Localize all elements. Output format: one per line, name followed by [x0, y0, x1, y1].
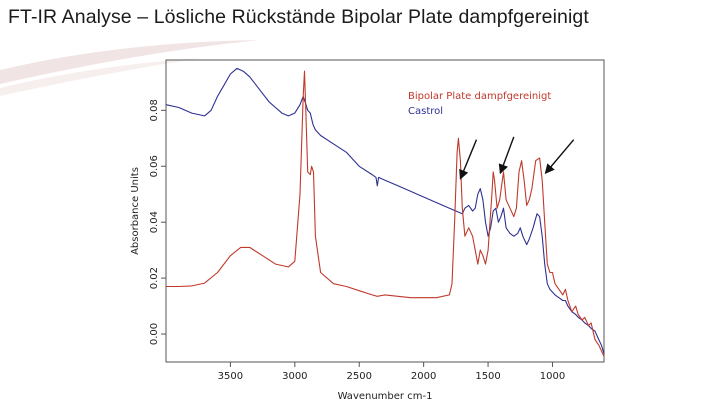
series-line-bipolar-plate-dampfgereinigt — [166, 70, 605, 357]
annotation-arrow-3 — [544, 139, 575, 174]
x-tick-label-3500: 3500 — [218, 371, 243, 382]
y-tick-label-3: 0.06 — [149, 155, 160, 177]
y-tick-label-2: 0.04 — [149, 211, 160, 233]
legend-entry-castrol: Castrol — [408, 106, 443, 117]
plot-frame — [165, 59, 605, 363]
x-tick-label-1000: 1000 — [540, 371, 565, 382]
legend-entry-bipolar-plate-dampfgereinigt: Bipolar Plate dampfgereinigt — [408, 91, 551, 102]
y-axis: 0.00 0.02 0.04 0.06 0.08 — [149, 99, 166, 345]
y-tick-label-1: 0.02 — [149, 267, 160, 289]
legend: Bipolar Plate dampfgereinigt Castrol — [408, 91, 551, 117]
y-tick-label-0: 0.00 — [149, 323, 160, 345]
annotation-layer — [459, 136, 575, 180]
x-tick-label-2000: 2000 — [411, 371, 436, 382]
x-axis: 3500 3000 2500 2000 1500 1000 — [218, 362, 565, 382]
x-axis-title: Wavenumber cm-1 — [338, 391, 433, 402]
x-tick-label-2500: 2500 — [347, 371, 372, 382]
series-layer — [165, 67, 605, 357]
series-line-castrol — [165, 67, 605, 354]
x-tick-label-3000: 3000 — [282, 371, 307, 382]
annotation-arrow-1 — [459, 139, 478, 180]
slide-title: FT-IR Analyse – Lösliche Rückstände Bipo… — [8, 6, 589, 28]
x-tick-label-1500: 1500 — [475, 371, 500, 382]
y-axis-title: Absorbance Units — [130, 167, 141, 255]
y-tick-label-4: 0.08 — [149, 99, 160, 121]
annotation-arrow-2 — [498, 136, 515, 175]
